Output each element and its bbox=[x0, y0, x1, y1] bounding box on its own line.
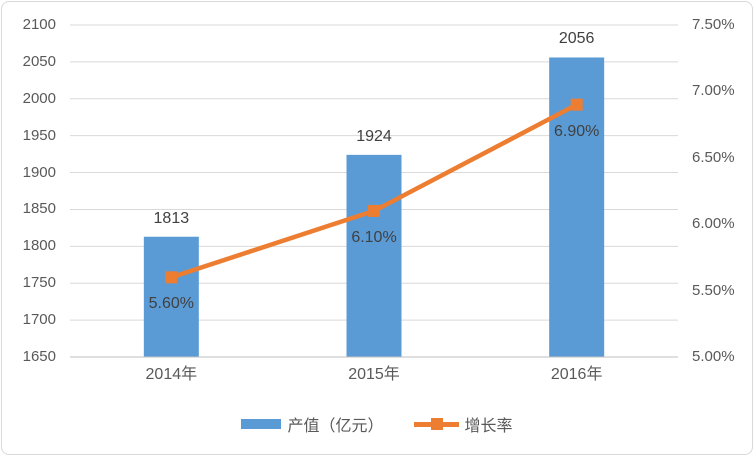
bar-series bbox=[143, 57, 605, 358]
x-axis-category-label: 2014年 bbox=[145, 366, 198, 383]
y-axis-left-tick: 1950 bbox=[22, 126, 56, 144]
y-axis-right-tick: 5.00% bbox=[692, 348, 735, 365]
y-axis-left-tick: 2100 bbox=[22, 16, 56, 33]
y-axis-left-tick: 1900 bbox=[22, 163, 56, 181]
line-value-label: 6.10% bbox=[351, 228, 397, 246]
y-axis-left-tick: 1850 bbox=[22, 200, 56, 218]
line-markers bbox=[165, 98, 583, 284]
bar-swatch-icon bbox=[241, 419, 282, 429]
x-axis-category-label: 2015年 bbox=[348, 366, 400, 383]
bar[interactable] bbox=[143, 236, 199, 357]
line-value-label: 6.90% bbox=[553, 122, 600, 140]
legend-label: 产值（亿元） bbox=[287, 418, 384, 435]
y-axis-left-tick: 2050 bbox=[22, 52, 56, 70]
legend: 产值（亿元） 增长率 bbox=[2, 410, 752, 438]
y-axis-left-tick: 2000 bbox=[22, 89, 56, 107]
y-axis-left-tick: 1650 bbox=[22, 348, 56, 365]
bar-value-label: 2056 bbox=[558, 30, 595, 48]
bar-value-label: 1813 bbox=[153, 209, 190, 227]
line-marker[interactable] bbox=[570, 98, 583, 111]
bar-value-label: 1924 bbox=[356, 127, 392, 145]
x-axis-category-label: 2016年 bbox=[550, 366, 603, 383]
y-axis-left-tick: 1750 bbox=[22, 274, 56, 292]
y-axis-right-tick: 7.00% bbox=[692, 82, 735, 100]
line-value-label: 5.60% bbox=[148, 295, 195, 313]
bar[interactable] bbox=[346, 154, 402, 357]
legend-item-growth-rate[interactable]: 增长率 bbox=[413, 412, 513, 436]
y-axis-right-tick: 7.50% bbox=[692, 16, 735, 33]
legend-label: 增长率 bbox=[464, 418, 513, 435]
y-axis-right-tick: 6.00% bbox=[692, 215, 735, 233]
line-marker-swatch-icon bbox=[413, 417, 459, 430]
line-marker[interactable] bbox=[165, 271, 178, 284]
y-axis-right-tick: 6.50% bbox=[692, 148, 735, 166]
y-axis-left-tick: 1700 bbox=[22, 311, 56, 329]
y-axis-left-tick: 1800 bbox=[22, 237, 56, 255]
line-marker[interactable] bbox=[368, 204, 380, 217]
legend-item-output-value[interactable]: 产值（亿元） bbox=[241, 412, 384, 436]
y-axis-right-tick: 5.50% bbox=[692, 281, 735, 299]
